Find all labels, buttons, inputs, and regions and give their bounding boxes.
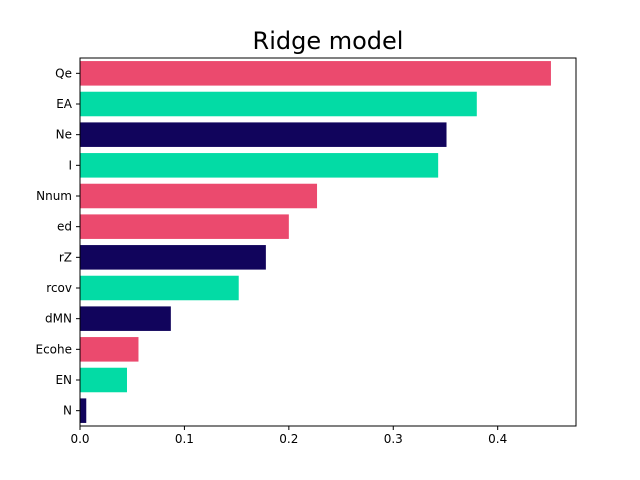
bar-rcov: [80, 275, 239, 301]
bar-ea: [80, 91, 477, 117]
plot-frame: [79, 57, 577, 427]
y-tick-label: Ne: [56, 128, 72, 142]
bars-group: [80, 61, 551, 423]
bar-ed: [80, 214, 289, 239]
bar-ne: [80, 122, 447, 147]
x-tick-label: 0.4: [488, 432, 507, 446]
x-tick-label: 0.2: [279, 432, 298, 446]
y-tick-label: dMN: [45, 312, 72, 326]
y-tick-label: ed: [57, 220, 72, 234]
bar-ecohe: [80, 337, 139, 362]
bar-rz: [80, 245, 266, 270]
y-tick-label: EN: [55, 373, 72, 387]
bar-i: [80, 153, 439, 178]
y-tick-label: Nnum: [36, 189, 72, 203]
y-tick-label: I: [68, 158, 72, 172]
y-tick-label: Ecohe: [35, 342, 72, 356]
x-tick-label: 0.0: [70, 432, 89, 446]
bar-nnum: [80, 183, 318, 209]
bar-dmn: [80, 306, 171, 331]
y-tick-label: rZ: [59, 250, 72, 264]
bar-en: [80, 367, 127, 393]
y-axis-ticks: Qe EA Ne I Nnum ed rZ rcov dMN Ecohe EN N: [35, 66, 80, 418]
y-tick-label: N: [63, 404, 72, 418]
y-tick-label: Qe: [55, 66, 72, 80]
y-tick-label: EA: [56, 97, 73, 111]
chart-title: Ridge model: [253, 27, 404, 55]
x-tick-label: 0.3: [384, 432, 403, 446]
bar-qe: [80, 61, 551, 86]
x-axis-ticks: 0.0 0.1 0.2 0.3 0.4: [70, 426, 507, 446]
bar-n: [80, 398, 87, 423]
x-tick-label: 0.1: [175, 432, 194, 446]
y-tick-label: rcov: [46, 281, 72, 295]
